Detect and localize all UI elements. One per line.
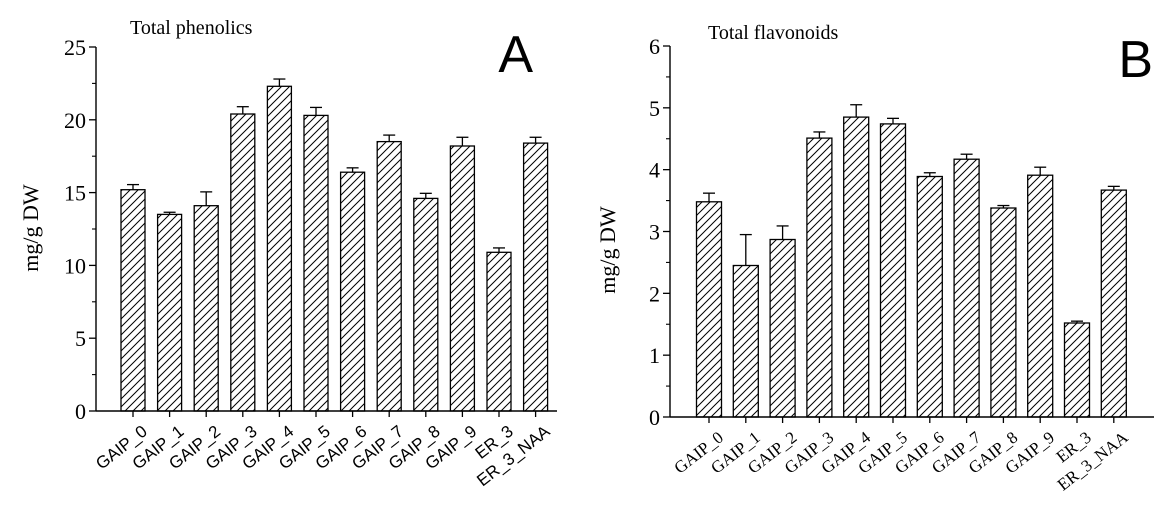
chart-a-bar-er-3-naa — [522, 142, 549, 412]
chart-a-y-tick-label: 15 — [64, 181, 86, 206]
chart-b-error-bar-gaip-9 — [1034, 166, 1047, 176]
chart-a-error-bar-gaip-3 — [236, 106, 249, 114]
chart-b-y-tick-label: 4 — [649, 158, 660, 183]
chart-a-error-bars — [127, 78, 542, 253]
chart-b-error-bar-gaip-7 — [960, 153, 973, 160]
chart-a-error-bar-er-3 — [493, 247, 505, 253]
chart-b-bar-er-3 — [1063, 322, 1091, 418]
chart-a-bar-gaip-0 — [120, 189, 146, 412]
chart-a-bar-gaip-4 — [266, 85, 293, 412]
chart-b-error-bar-er-3-naa — [1107, 185, 1120, 191]
chart-b-bars — [695, 116, 1127, 418]
chart-a-bar-gaip-1 — [156, 213, 183, 412]
chart-a-y-tick-label: 20 — [64, 108, 86, 133]
chart-a-y-axis-label: mg/g DW — [18, 184, 43, 272]
chart-panel-b: Total flavonoids B mg/g DW 0 1 2 3 4 5 6 GAIP_… — [595, 22, 1154, 494]
chart-b-error-bars — [703, 104, 1120, 324]
chart-a-bar-gaip-5 — [303, 114, 329, 412]
chart-b-panel-letter: B — [1118, 31, 1153, 89]
chart-b-error-bar-gaip-6 — [923, 172, 936, 177]
chart-b-bar-gaip-9 — [1027, 174, 1054, 418]
chart-b-bar-gaip-2 — [769, 238, 796, 418]
chart-b-bar-er-3-naa — [1100, 189, 1127, 418]
chart-a-error-bar-gaip-6 — [346, 167, 359, 173]
chart-b-bar-gaip-4 — [843, 116, 870, 418]
chart-b-error-bar-gaip-1 — [739, 233, 752, 266]
chart-a-error-bar-gaip-2 — [200, 191, 213, 206]
chart-a-y-tick-label: 5 — [75, 326, 86, 351]
chart-b-bar-gaip-3 — [806, 137, 833, 418]
chart-b-y-axis-label: mg/g DW — [595, 206, 620, 294]
chart-b-y-tick-label: 5 — [649, 96, 660, 121]
chart-b-error-bar-gaip-3 — [813, 131, 826, 139]
chart-b-y-tick-label: 1 — [649, 343, 660, 368]
chart-a-panel-letter: A — [498, 26, 533, 84]
chart-a-bar-gaip-2 — [193, 205, 219, 412]
chart-b-bar-gaip-8 — [990, 207, 1017, 418]
chart-b-y-tick-label: 2 — [649, 281, 660, 306]
chart-a-bar-gaip-9 — [449, 145, 476, 412]
chart-a-y-ticks: 0 5 10 15 20 25 — [64, 35, 96, 424]
chart-a-bar-er-3 — [486, 251, 512, 412]
chart-b-y-ticks: 0 1 2 3 4 5 6 — [649, 34, 670, 430]
chart-a-y-tick-label: 10 — [64, 253, 86, 278]
chart-b-bar-gaip-1 — [732, 264, 759, 418]
chart-b-bar-gaip-5 — [879, 123, 907, 418]
chart-a-error-bar-er-3-naa — [529, 136, 542, 144]
chart-a-title: Total phenolics — [130, 17, 253, 39]
chart-b-bar-gaip-6 — [916, 175, 943, 418]
chart-b-title: Total flavonoids — [708, 22, 838, 44]
chart-b-error-bar-gaip-5 — [887, 117, 899, 124]
chart-a-error-bar-gaip-4 — [273, 78, 286, 87]
chart-a-error-bar-gaip-9 — [456, 136, 469, 147]
chart-a-error-bar-gaip-5 — [310, 106, 322, 116]
chart-b-y-tick-label: 0 — [649, 405, 660, 430]
chart-b-error-bar-er-3 — [1071, 320, 1083, 324]
chart-a-error-bar-gaip-8 — [419, 192, 432, 199]
chart-b-bar-gaip-7 — [953, 158, 980, 418]
chart-a-error-bar-gaip-1 — [163, 211, 176, 215]
chart-a-bar-gaip-7 — [376, 140, 402, 412]
chart-a-y-tick-label: 25 — [64, 35, 86, 60]
chart-a-error-bar-gaip-7 — [383, 134, 396, 142]
chart-panel-a: Total phenolics A mg/g DW 0 5 10 15 20 25 GAI… — [18, 17, 557, 490]
chart-a-bar-gaip-8 — [413, 197, 439, 412]
chart-a-error-bar-gaip-0 — [127, 183, 139, 190]
chart-b-error-bar-gaip-2 — [776, 225, 789, 240]
chart-b-x-ticks: GAIP_0GAIP_1GAIP_2GAIP_3GAIP_4GAIP_5GAIP… — [670, 417, 1132, 494]
chart-b-error-bar-gaip-4 — [850, 104, 863, 118]
chart-b-error-bar-gaip-8 — [997, 204, 1010, 209]
chart-b-y-tick-label: 6 — [649, 34, 660, 59]
chart-a-bar-gaip-3 — [230, 113, 256, 412]
chart-a-bars — [120, 85, 549, 412]
chart-a-bar-gaip-6 — [339, 171, 366, 412]
chart-a-y-tick-label: 0 — [75, 399, 86, 424]
chart-b-y-tick-label: 3 — [649, 220, 660, 245]
chart-b-bar-gaip-0 — [695, 201, 723, 418]
chart-a-x-ticks: GAIP_0GAIP_1GAIP_2GAIP_3GAIP_4GAIP_5GAIP… — [92, 411, 554, 490]
chart-b-error-bar-gaip-0 — [703, 192, 715, 202]
